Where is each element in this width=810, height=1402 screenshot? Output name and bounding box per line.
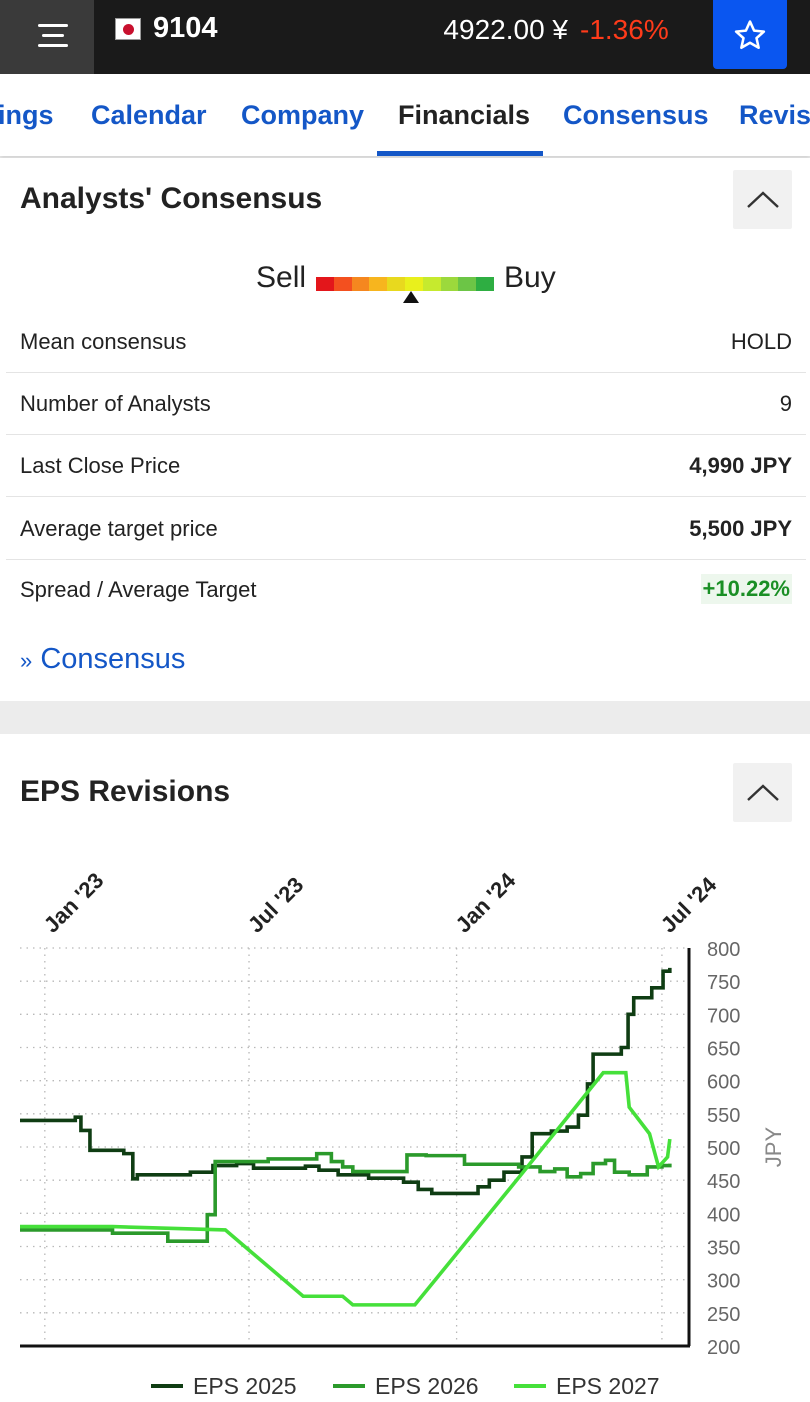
y-tick-label: 300 bbox=[707, 1271, 740, 1293]
row-value: HOLD bbox=[730, 329, 792, 354]
tab-financials[interactable]: Financials bbox=[398, 100, 531, 130]
gauge-segment bbox=[422, 277, 441, 291]
menu-icon[interactable] bbox=[0, 0, 94, 74]
y-tick-label: 350 bbox=[707, 1238, 740, 1260]
row-value: 4,990 JPY bbox=[689, 453, 792, 478]
y-axis-title: JPY bbox=[761, 1127, 786, 1168]
legend-label: EPS 2026 bbox=[375, 1373, 479, 1399]
eps-revisions-title: EPS Revisions bbox=[20, 775, 231, 808]
row-last-close-price: Last Close Price 4,990 JPY bbox=[6, 435, 806, 497]
tab-calendar[interactable]: Calendar bbox=[91, 100, 207, 130]
spread-badge: +10.22% bbox=[700, 574, 792, 604]
y-tick-label: 750 bbox=[707, 972, 740, 994]
last-price: 4922.00 ¥ bbox=[443, 14, 568, 45]
y-tick-label: 450 bbox=[707, 1171, 740, 1193]
chevron-up-icon bbox=[746, 783, 779, 801]
row-spread-average-target: Spread / Average Target +10.22% bbox=[6, 559, 806, 621]
series-line-eps-2025 bbox=[20, 967, 672, 1196]
watchlist-star-button[interactable] bbox=[713, 0, 787, 69]
consensus-title: Analysts' Consensus bbox=[20, 182, 323, 215]
y-tick-label: 650 bbox=[707, 1039, 740, 1061]
y-tick-label: 400 bbox=[707, 1204, 740, 1226]
star-icon bbox=[734, 19, 766, 49]
gauge-segment bbox=[333, 277, 352, 291]
gauge-segment bbox=[387, 277, 405, 291]
top-bar: 9104 4922.00 ¥ -1.36% bbox=[0, 0, 810, 74]
gauge-segment bbox=[404, 277, 423, 291]
legend-label: EPS 2027 bbox=[556, 1373, 660, 1399]
consensus-collapse-button[interactable] bbox=[733, 170, 792, 229]
series-line-eps-2027 bbox=[20, 1070, 672, 1307]
japan-flag-icon bbox=[115, 18, 141, 40]
price-change: -1.36% bbox=[580, 14, 669, 45]
gauge-marker-icon bbox=[403, 291, 419, 303]
section-tabs: ings Calendar Company Financials Consens… bbox=[0, 74, 810, 156]
y-tick-label: 800 bbox=[707, 939, 740, 961]
gauge-segment bbox=[351, 277, 370, 291]
x-tick-label: Jul '24 bbox=[656, 872, 722, 938]
eps-revisions-chart: 800 750 700 650 600 550 500 450 400 350 300 250 200 J… bbox=[20, 867, 786, 1399]
x-tick-label: Jul '23 bbox=[243, 872, 308, 937]
x-tick-label: Jan '23 bbox=[39, 868, 109, 938]
gauge-segment bbox=[440, 277, 459, 291]
consensus-link-label: Consensus bbox=[40, 643, 186, 675]
row-label: Number of Analysts bbox=[20, 391, 211, 416]
tab-earnings[interactable]: ings bbox=[0, 100, 54, 130]
row-label: Last Close Price bbox=[20, 453, 181, 478]
row-mean-consensus: Mean consensus HOLD bbox=[6, 311, 806, 373]
row-label: Average target price bbox=[20, 516, 218, 541]
chevron-up-icon bbox=[746, 190, 779, 208]
consensus-gauge bbox=[316, 277, 494, 291]
tab-company[interactable]: Company bbox=[241, 100, 365, 130]
y-tick-label: 200 bbox=[707, 1337, 740, 1359]
consensus-card: Analysts' Consensus Sell Buy Mean consen… bbox=[0, 158, 810, 701]
y-tick-label: 250 bbox=[707, 1304, 740, 1326]
y-tick-label: 600 bbox=[707, 1072, 740, 1094]
row-label: Spread / Average Target bbox=[20, 577, 257, 602]
y-tick-label: 500 bbox=[707, 1138, 740, 1160]
row-number-of-analysts: Number of Analysts 9 bbox=[6, 373, 806, 435]
gauge-segment bbox=[476, 277, 494, 291]
legend-label: EPS 2025 bbox=[193, 1373, 297, 1399]
row-average-target-price: Average target price 5,500 JPY bbox=[6, 498, 806, 560]
gauge-buy-label: Buy bbox=[504, 261, 556, 294]
link-arrow: » bbox=[20, 648, 33, 673]
ticker-symbol: 9104 bbox=[153, 12, 218, 44]
x-tick-label: Jan '24 bbox=[450, 867, 520, 937]
consensus-link[interactable]: » Consensus bbox=[20, 643, 185, 676]
series-line-eps-2026 bbox=[20, 1151, 672, 1243]
row-value: 5,500 JPY bbox=[689, 516, 792, 541]
gauge-sell-label: Sell bbox=[256, 261, 307, 294]
active-tab-indicator bbox=[377, 151, 543, 156]
gauge-segment bbox=[316, 277, 334, 291]
y-tick-label: 550 bbox=[707, 1105, 740, 1127]
gauge-segment bbox=[369, 277, 388, 291]
row-label: Mean consensus bbox=[20, 329, 187, 354]
tab-revisions[interactable]: Revisi bbox=[739, 100, 810, 130]
row-value: 9 bbox=[779, 391, 792, 416]
tab-consensus[interactable]: Consensus bbox=[563, 100, 709, 130]
eps-revisions-card: EPS Revisions 800 750 700 650 600 550 500 450 40… bbox=[0, 734, 810, 1402]
y-tick-label: 700 bbox=[707, 1005, 740, 1027]
gauge-segment bbox=[458, 277, 477, 291]
eps-collapse-button[interactable] bbox=[733, 763, 792, 822]
